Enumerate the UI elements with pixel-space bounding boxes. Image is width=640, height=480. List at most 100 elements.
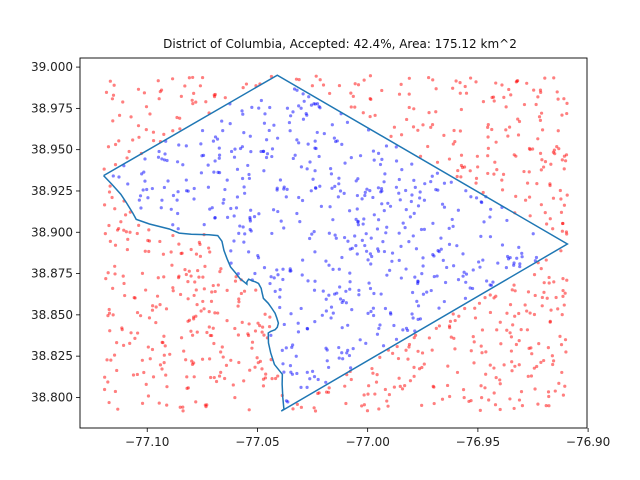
rejected-point [486,123,490,127]
accepted-point [329,172,334,176]
rejected-point [451,312,455,316]
accepted-point [184,144,188,148]
accepted-point [375,332,380,336]
accepted-point [338,297,343,301]
rejected-point [205,330,209,335]
rejected-point [229,358,233,362]
accepted-point [202,223,206,227]
rejected-point [237,300,241,304]
accepted-point [289,370,293,374]
rejected-point [192,317,196,321]
rejected-point [253,329,258,333]
accepted-point [415,299,419,303]
accepted-point [504,266,508,270]
rejected-point [509,349,513,353]
rejected-point [533,387,537,391]
rejected-point [169,250,173,254]
rejected-point [545,222,549,226]
rejected-point [533,293,537,298]
rejected-point [539,168,543,172]
rejected-point [407,105,411,110]
rejected-point [125,247,129,252]
accepted-point [298,220,302,224]
accepted-point [432,254,436,258]
x-tick-label: −77.10 [125,435,169,449]
accepted-point [242,130,246,135]
rejected-point [192,293,196,298]
rejected-point [327,386,331,390]
rejected-point [457,314,461,318]
accepted-point [468,286,472,290]
rejected-point [106,314,110,318]
accepted-point [288,364,293,368]
accepted-point [390,251,395,255]
accepted-point [163,152,167,156]
accepted-point [228,122,232,126]
rejected-point [532,312,537,317]
rejected-point [510,360,514,364]
rejected-point [110,195,114,200]
accepted-point [308,160,312,164]
accepted-point [404,267,408,271]
accepted-point [412,211,416,215]
y-tick-label: 38.925 [31,184,73,198]
accepted-point [139,206,143,210]
rejected-point [463,84,467,89]
accepted-point [312,288,317,292]
rejected-point [148,112,152,116]
rejected-point [208,333,212,338]
rejected-point [178,405,182,409]
accepted-point [324,380,328,384]
rejected-point [548,183,552,188]
accepted-point [425,290,429,294]
x-tick-label: −77.05 [235,435,279,449]
rejected-point [458,81,462,85]
rejected-point [507,125,512,129]
rejected-point [552,76,556,80]
accepted-point [363,190,367,194]
accepted-point [282,322,286,327]
rejected-point [486,135,490,139]
accepted-point [341,357,345,361]
accepted-point [360,238,364,242]
accepted-point [376,247,380,251]
rejected-point [459,175,463,179]
rejected-point [294,77,299,81]
accepted-point [262,121,267,125]
accepted-point [181,163,185,167]
accepted-point [518,262,522,266]
rejected-point [561,221,565,226]
rejected-point [135,372,139,377]
accepted-point [313,279,317,283]
accepted-point [320,313,324,317]
accepted-point [345,120,350,124]
y-tick-label: 38.900 [31,225,73,239]
rejected-point [368,97,372,101]
accepted-point [278,288,282,292]
accepted-point [264,155,269,160]
accepted-point [334,139,338,144]
accepted-point [137,198,141,202]
accepted-point [372,158,376,162]
rejected-point [138,314,143,318]
rejected-point [481,190,485,195]
rejected-point [538,88,543,92]
accepted-point [399,244,403,248]
rejected-point [531,147,535,151]
accepted-point [299,306,303,311]
accepted-point [238,224,242,228]
rejected-point [256,321,260,325]
accepted-point [346,239,350,243]
rejected-point [150,308,155,312]
rejected-point [473,316,478,320]
rejected-point [517,119,522,124]
rejected-point [510,369,514,373]
accepted-point [385,273,389,277]
accepted-point [261,149,266,154]
accepted-point [432,274,436,279]
rejected-point [474,176,479,180]
accepted-point [310,369,315,373]
accepted-point [381,240,385,244]
rejected-point [453,318,457,323]
rejected-point [268,315,272,319]
